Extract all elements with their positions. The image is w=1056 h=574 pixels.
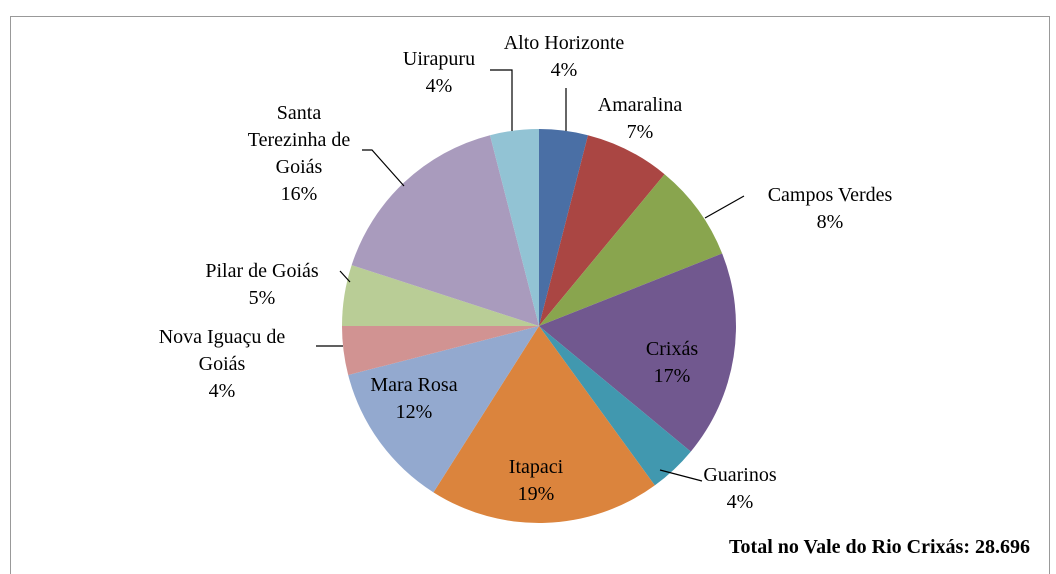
category-label: Alto Horizonte (503, 32, 625, 54)
value-label: 4% (726, 491, 754, 513)
slice-label: Crixás 17% (612, 336, 732, 390)
slice-label: Uirapuru 4% (339, 46, 539, 100)
slice-label: Campos Verdes 8% (730, 182, 930, 236)
category-label: Pilar de Goiás (205, 260, 319, 282)
pie-slice (539, 174, 723, 326)
category-label: Nova Iguaçu de Goiás (158, 326, 286, 375)
frame (10, 16, 1050, 574)
slice-label: Amaralina 7% (540, 92, 740, 146)
slice-label: Pilar de Goiás 5% (162, 258, 362, 312)
value-label: 19% (517, 483, 555, 505)
value-label: 17% (653, 365, 691, 387)
category-label: Uirapuru (402, 48, 476, 70)
category-label: Amaralina (597, 94, 683, 116)
category-label: Campos Verdes (767, 184, 893, 206)
annotation: Total no Vale do Rio Crixás: 28.696 (729, 536, 1030, 558)
pie-slice (342, 326, 539, 375)
category-label: Guarinos (703, 464, 777, 486)
pie-slice (348, 326, 539, 493)
slice-label: Mara Rosa 12% (344, 372, 484, 426)
pie-slice (539, 253, 736, 452)
leader-line (704, 195, 745, 219)
value-label: 4% (550, 59, 578, 81)
value-label: 4% (208, 380, 236, 402)
leader-line (659, 469, 703, 482)
value-label: 5% (248, 287, 276, 309)
pie-slice (539, 135, 665, 326)
pie-slice (539, 129, 588, 326)
leader-line (339, 270, 351, 283)
value-label: 7% (626, 121, 654, 143)
value-label: 16% (280, 183, 318, 205)
slice-label: Itapaci 19% (476, 454, 596, 508)
pie-slice (433, 326, 655, 524)
slice-label: Santa Terezinha de Goiás 16% (239, 100, 359, 208)
category-label: Itapaci (508, 456, 564, 478)
slice-label: Guarinos 4% (680, 462, 800, 516)
category-label: Santa Terezinha de Goiás (247, 102, 351, 178)
pie-slice (351, 135, 539, 326)
value-label: 12% (395, 401, 433, 423)
category-label: Crixás (645, 338, 699, 360)
leader-line (362, 149, 405, 187)
pie-slice (342, 265, 539, 326)
value-label: 8% (816, 211, 844, 233)
value-label: 4% (425, 75, 453, 97)
pie-slice (490, 129, 539, 326)
leader-line (490, 69, 513, 131)
slice-label: Nova Iguaçu de Goiás 4% (135, 324, 310, 405)
category-label: Mara Rosa (370, 374, 458, 396)
slice-label: Alto Horizonte 4% (464, 30, 664, 84)
pie-slice (539, 326, 691, 486)
leader-lines (316, 69, 745, 482)
